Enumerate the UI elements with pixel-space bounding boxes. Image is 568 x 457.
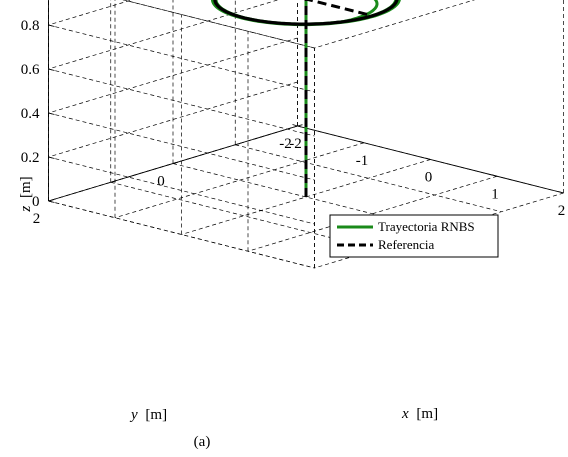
x-tick-mark <box>491 174 498 177</box>
y-axis-var: y <box>129 407 138 423</box>
grid-line-wall-yz <box>48 37 298 114</box>
x-axis-var: x <box>401 406 409 422</box>
z-tick-label: 0 <box>32 194 40 210</box>
z-tick-mark <box>48 68 55 71</box>
series-referencia-path <box>304 0 373 197</box>
grid-line-floor-x <box>314 192 564 269</box>
y-tick-mark <box>110 180 116 183</box>
y-tick-mark <box>48 199 54 202</box>
x-tick-mark <box>358 140 365 144</box>
x-tick-label: -1 <box>356 153 369 169</box>
data-series <box>210 0 401 197</box>
legend-box <box>329 214 499 258</box>
grid-line-wall-xz <box>48 156 315 225</box>
grid-line-floor-y <box>172 163 440 231</box>
z-tick-mark <box>48 24 55 27</box>
x-tick-label: 2 <box>558 203 566 219</box>
z-tick-mark <box>48 112 55 115</box>
z-axis-label: z [m] <box>18 176 34 212</box>
z-tick-mark <box>48 200 55 203</box>
legend: Trayectoria RNBS Referencia <box>329 214 499 258</box>
axes-box <box>48 0 564 203</box>
y-tick-label: 2 <box>33 211 41 227</box>
legend-label-referencia: Referencia <box>378 237 435 252</box>
x-axis-label: x [m] <box>401 406 438 422</box>
legend-label-rnbs: Trayectoria RNBS <box>378 219 475 234</box>
x-tick-mark <box>558 191 564 194</box>
y-axis-unit: [m] <box>145 407 167 423</box>
z-tick-label: 0.4 <box>21 106 40 122</box>
grid-line-wall-yz <box>48 81 298 158</box>
series-rnbs-spiral <box>342 0 379 24</box>
box-edge-top <box>122 0 315 49</box>
y-tick-mark <box>172 161 179 164</box>
figure-caption: (a) <box>194 434 211 450</box>
z-tick-label: 0.6 <box>21 62 40 78</box>
grid-line-floor-y <box>235 144 502 213</box>
y-tick-label: 0 <box>157 174 165 190</box>
x-axis-unit: [m] <box>416 406 438 422</box>
x-tick-mark <box>425 157 431 160</box>
grid-line-wall-xz <box>48 200 315 269</box>
grid-line-wall-yz <box>48 0 279 70</box>
y-tick-label: -2 <box>279 136 292 152</box>
x-tick-label: 1 <box>491 186 499 202</box>
z-axis-unit: [m] <box>18 176 34 198</box>
z-axis-var: z <box>18 206 34 213</box>
grid-line-wall-xz <box>48 68 315 137</box>
x-tick-label: -2 <box>289 136 302 152</box>
box-edge-top <box>314 0 476 49</box>
y-tick-mark <box>297 124 303 127</box>
series-referencia-circle <box>213 0 399 26</box>
grid-line-floor-x <box>247 175 498 252</box>
x-tick-mark <box>292 124 298 127</box>
grid-line-floor-x <box>114 142 365 219</box>
grid-line-wall-xz <box>48 112 315 181</box>
x-tick-label: 0 <box>425 170 433 186</box>
z-tick-label: 0.8 <box>21 18 40 34</box>
grid-line-floor-y <box>110 181 377 250</box>
grid-line-floor-x <box>181 159 431 235</box>
y-axis-label: y [m] <box>129 407 167 423</box>
grid-line-wall-xz <box>48 24 315 93</box>
z-tick-label: 0.2 <box>21 150 40 166</box>
z-tick-mark <box>48 156 55 159</box>
y-tick-mark <box>235 143 241 146</box>
